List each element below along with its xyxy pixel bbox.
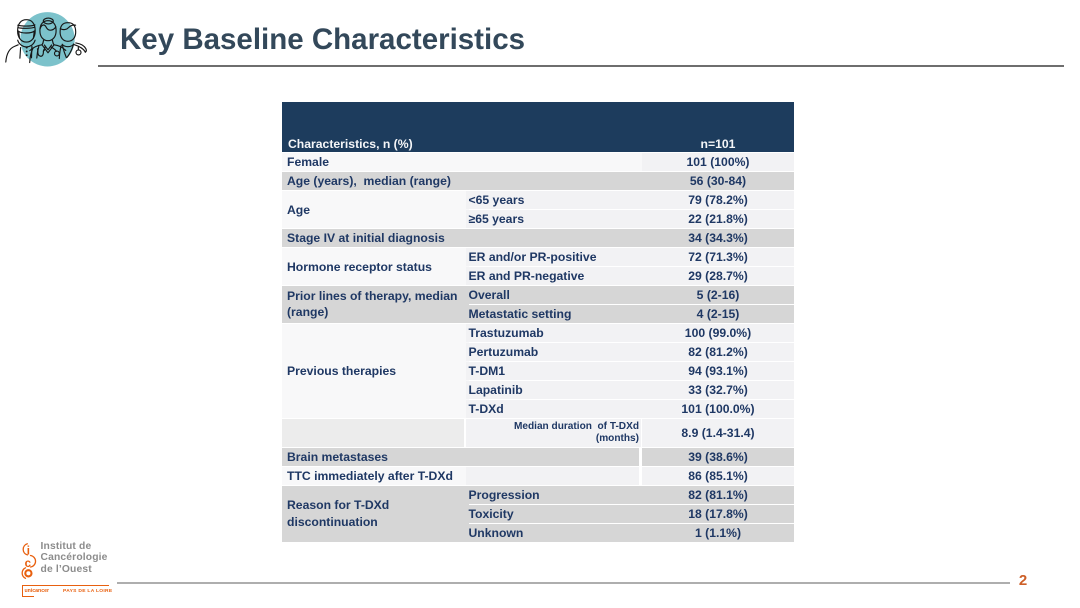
svg-text:i: i [27, 546, 30, 558]
svg-text:c: c [25, 558, 32, 570]
